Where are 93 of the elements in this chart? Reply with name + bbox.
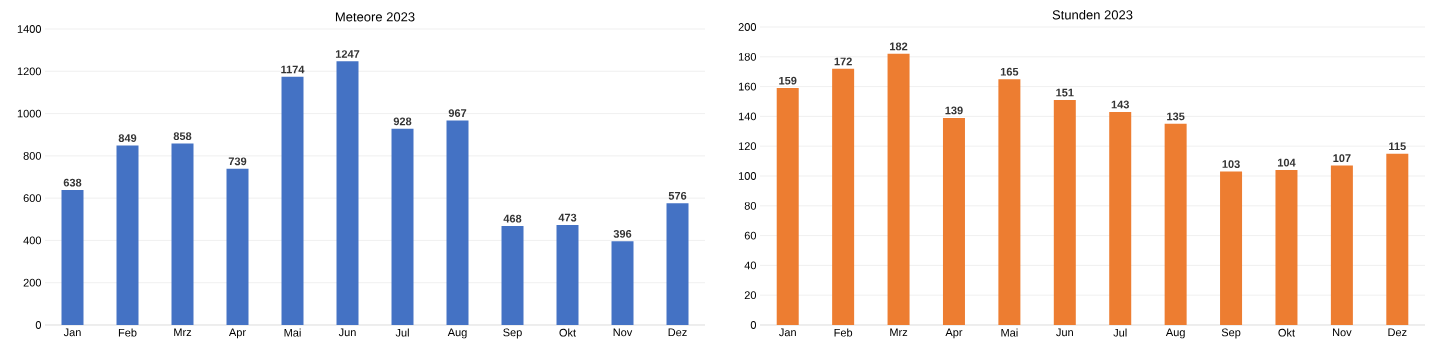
data-label: 135 <box>1167 112 1185 121</box>
data-label: 576 <box>668 191 687 200</box>
x-tick-label: Jul <box>395 328 409 337</box>
data-label: 468 <box>503 214 522 223</box>
y-tick-label: 800 <box>23 151 42 160</box>
bar <box>171 143 194 325</box>
x-tick-label: Mrz <box>890 328 908 337</box>
y-tick-label: 600 <box>23 194 42 203</box>
y-tick-label: 1200 <box>17 67 42 76</box>
y-tick-label: 0 <box>35 321 42 329</box>
data-label: 139 <box>945 106 963 115</box>
data-label: 1247 <box>335 50 360 58</box>
data-label: 858 <box>173 132 192 141</box>
data-label: 143 <box>1111 100 1129 109</box>
x-tick-label: Nov <box>1333 328 1352 337</box>
bar <box>1386 153 1409 325</box>
y-tick-label: 1400 <box>17 25 42 33</box>
x-tick-label: Mrz <box>174 328 192 337</box>
y-tick-label: 0 <box>750 321 757 329</box>
data-label: 151 <box>1056 88 1074 97</box>
chart-title: Meteore 2023 <box>335 12 415 22</box>
data-label: 103 <box>1222 160 1240 168</box>
data-label: 172 <box>834 57 852 66</box>
y-tick-label: 100 <box>738 172 757 180</box>
x-tick-label: Sep <box>503 328 522 339</box>
y-tick-label: 60 <box>744 231 757 240</box>
x-tick-label: Mai <box>284 328 301 337</box>
x-tick-label: Jun <box>338 328 356 337</box>
y-tick-label: 1000 <box>17 109 42 118</box>
bar <box>1220 171 1243 325</box>
data-label: 739 <box>228 157 247 166</box>
data-label: 473 <box>558 213 577 222</box>
x-tick-label: Mai <box>1001 328 1018 337</box>
data-label: 967 <box>448 109 467 118</box>
x-tick-label: Sep <box>1221 328 1241 339</box>
bar <box>832 68 855 325</box>
chart-title: Stunden 2023 <box>1052 9 1133 20</box>
bar <box>1330 165 1353 325</box>
y-tick-label: 400 <box>23 236 42 245</box>
x-tick-label: Jun <box>1056 328 1073 337</box>
x-tick-label: Okt <box>559 328 576 337</box>
bar <box>998 79 1021 325</box>
bar <box>1164 123 1187 325</box>
data-label: 396 <box>613 229 632 238</box>
data-label: 928 <box>393 117 412 126</box>
x-tick-label: Dez <box>668 328 687 337</box>
data-label: 104 <box>1277 158 1296 167</box>
x-tick-label: Aug <box>1165 328 1185 339</box>
x-tick-label: Apr <box>945 328 963 339</box>
x-tick-label: Dez <box>1388 328 1407 337</box>
x-tick-label: Jan <box>63 328 81 337</box>
y-tick-label: 120 <box>738 142 757 151</box>
y-tick-label: 40 <box>744 261 757 270</box>
x-tick-label: Apr <box>228 328 246 339</box>
y-tick-label: 160 <box>738 82 757 91</box>
data-label: 1174 <box>281 65 305 74</box>
x-tick-label: Feb <box>834 328 853 337</box>
bar <box>446 120 469 325</box>
x-tick-label: Nov <box>613 328 633 337</box>
x-tick-label: Jan <box>779 328 796 337</box>
bar <box>336 61 359 325</box>
data-label: 159 <box>779 76 797 85</box>
y-tick-label: 80 <box>744 201 757 210</box>
bar <box>942 117 965 325</box>
bar <box>1053 100 1076 325</box>
data-label: 638 <box>63 178 82 187</box>
data-label: 849 <box>118 134 137 142</box>
y-tick-label: 200 <box>738 23 757 31</box>
y-tick-label: 180 <box>738 52 757 61</box>
data-label: 165 <box>1000 67 1019 76</box>
data-label: 107 <box>1333 154 1351 163</box>
bar <box>61 190 84 325</box>
bar <box>226 168 249 325</box>
y-tick-label: 200 <box>23 278 42 287</box>
bar <box>776 88 799 325</box>
x-tick-label: Jul <box>1113 328 1127 337</box>
data-label: 182 <box>890 42 908 51</box>
x-tick-label: Feb <box>118 328 137 337</box>
y-tick-label: 140 <box>738 112 757 121</box>
bar <box>501 226 524 325</box>
data-label: 115 <box>1389 142 1406 151</box>
y-tick-label: 20 <box>744 291 757 300</box>
bar <box>281 76 304 325</box>
bar <box>887 53 910 325</box>
bar <box>391 128 414 325</box>
bar <box>116 145 139 325</box>
bar <box>1275 170 1298 325</box>
bar <box>611 241 634 325</box>
bar <box>1109 111 1132 325</box>
bar <box>666 203 689 325</box>
x-tick-label: Aug <box>447 328 467 339</box>
x-tick-label: Okt <box>1278 328 1295 337</box>
bar <box>556 224 579 325</box>
